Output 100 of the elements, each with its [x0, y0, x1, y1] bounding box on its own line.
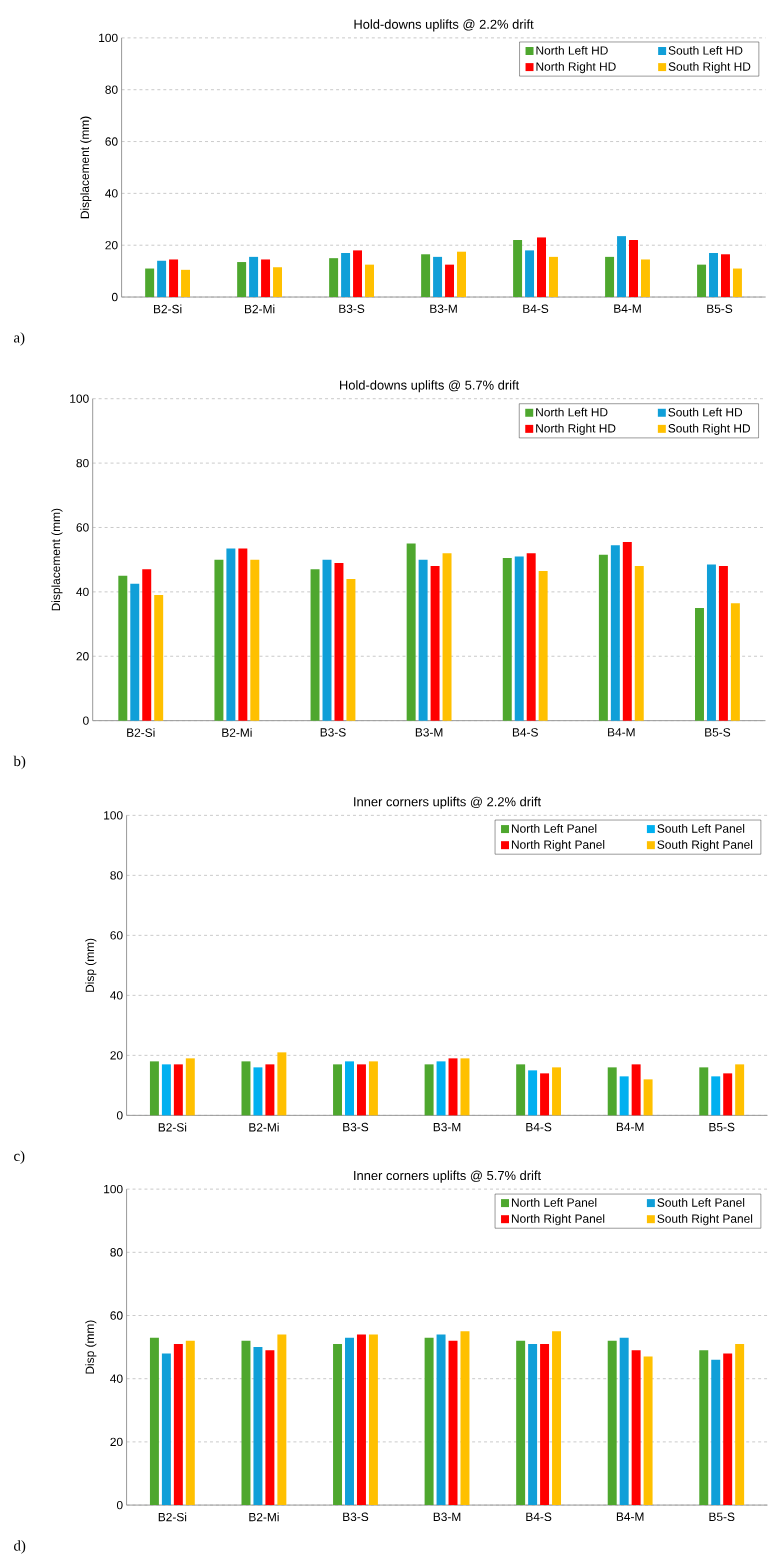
bar — [241, 1340, 251, 1506]
bar — [720, 254, 730, 298]
bar — [118, 575, 128, 721]
bar — [432, 256, 442, 298]
y-tick-label: 60 — [110, 1311, 123, 1320]
x-tick-label: B4-S — [526, 1512, 552, 1522]
bar — [448, 1058, 458, 1116]
x-tick-label: B4-M — [616, 1512, 644, 1521]
bar — [149, 1061, 159, 1116]
chart-title: Hold-downs uplifts @ 2.2% drift — [354, 19, 534, 32]
bar — [253, 1067, 263, 1116]
y-tick-label: 60 — [76, 523, 89, 532]
x-tick-label: B2-Mi — [244, 304, 275, 314]
bar — [344, 1061, 354, 1116]
x-tick-label: B2-Mi — [222, 728, 252, 737]
x-tick-label: B4-M — [607, 728, 635, 737]
legend-label: South Right HD — [668, 62, 751, 74]
bar — [334, 562, 344, 721]
legend-label: North Left Panel — [511, 1198, 597, 1207]
bar — [185, 1058, 195, 1116]
text: d) — [13, 1540, 25, 1554]
x-tick-label: B4-S — [526, 1122, 552, 1132]
y-tick-label: 0 — [82, 716, 89, 725]
x-tick-label: B5-S — [704, 728, 730, 737]
bar — [718, 566, 728, 721]
legend-label: North Left HD — [536, 45, 608, 55]
bar — [328, 258, 338, 298]
y-axis-title: Displacement (mm) — [80, 116, 92, 219]
x-tick-label: B4-M — [616, 1122, 644, 1132]
y-tick-label: 40 — [104, 189, 118, 198]
chart-title: Inner corners uplifts @ 2.2% drift — [353, 796, 541, 809]
bar — [622, 541, 632, 721]
y-axis-title: Disp (mm) — [85, 1320, 97, 1374]
bar — [643, 1356, 653, 1506]
bar — [634, 566, 644, 721]
bar — [730, 603, 740, 721]
legend-label: South Right Panel — [657, 1214, 752, 1226]
x-tick-label: B5-S — [709, 1122, 735, 1132]
bar — [734, 1343, 744, 1506]
bar — [368, 1061, 378, 1116]
bar — [460, 1058, 470, 1116]
x-tick-label: B2-Si — [126, 728, 155, 737]
y-tick-label: 100 — [103, 1184, 123, 1194]
bar — [607, 1067, 617, 1116]
y-tick-label: 0 — [111, 292, 118, 302]
bar — [352, 250, 362, 298]
y-tick-label: 0 — [116, 1111, 123, 1120]
legend-label: South Right Panel — [657, 840, 752, 852]
bar — [153, 595, 163, 721]
bar — [711, 1076, 720, 1116]
bar — [442, 553, 452, 721]
bar — [526, 553, 536, 721]
bar — [732, 268, 742, 298]
x-tick-label: B4-M — [614, 304, 641, 313]
bar — [253, 1347, 263, 1506]
y-tick-label: 40 — [109, 1374, 123, 1383]
bar — [277, 1052, 287, 1116]
x-tick-label: B3-S — [339, 304, 365, 313]
legend-label: North Right Panel — [511, 840, 604, 852]
bar — [436, 1061, 446, 1116]
y-tick-label: 80 — [105, 85, 118, 94]
y-tick-label: 80 — [76, 458, 89, 468]
x-tick-label: B2-Si — [158, 1512, 186, 1522]
bar — [631, 1064, 641, 1116]
legend-label: South Left HD — [668, 407, 742, 417]
bar — [356, 1064, 366, 1116]
bar — [332, 1064, 342, 1116]
legend-label: North Right HD — [535, 423, 616, 435]
x-tick-label: B2-Si — [158, 1122, 186, 1132]
bar — [708, 252, 718, 298]
chart-title: Hold-downs uplifts @ 5.7% drift — [339, 380, 519, 393]
bar — [344, 1337, 354, 1506]
y-tick-label: 20 — [110, 1051, 123, 1060]
bar — [420, 254, 430, 298]
legend-label: South Right HD — [668, 423, 750, 435]
bar — [142, 569, 151, 721]
x-tick-label: B2-Mi — [249, 1512, 279, 1522]
legend-label: South Left Panel — [657, 824, 744, 833]
y-tick-label: 60 — [110, 931, 123, 940]
bar — [277, 1334, 287, 1506]
text: b) — [13, 755, 25, 770]
text: a) — [13, 332, 25, 346]
bar — [448, 1340, 458, 1506]
bar — [527, 1070, 537, 1116]
y-axis-title: Displacement (mm) — [51, 508, 63, 611]
bar — [628, 240, 638, 298]
bar — [512, 240, 522, 298]
bar — [418, 559, 428, 721]
bar — [631, 1350, 641, 1506]
bar — [310, 569, 320, 721]
bar — [436, 1334, 446, 1506]
bar — [536, 237, 546, 298]
bar — [272, 267, 282, 298]
text: c) — [13, 1150, 25, 1164]
bar — [694, 607, 704, 721]
bar — [539, 1073, 549, 1116]
x-tick-label: B2-Si — [153, 304, 182, 314]
bar — [346, 579, 356, 721]
y-tick-label: 40 — [75, 587, 89, 597]
bar — [598, 554, 608, 721]
